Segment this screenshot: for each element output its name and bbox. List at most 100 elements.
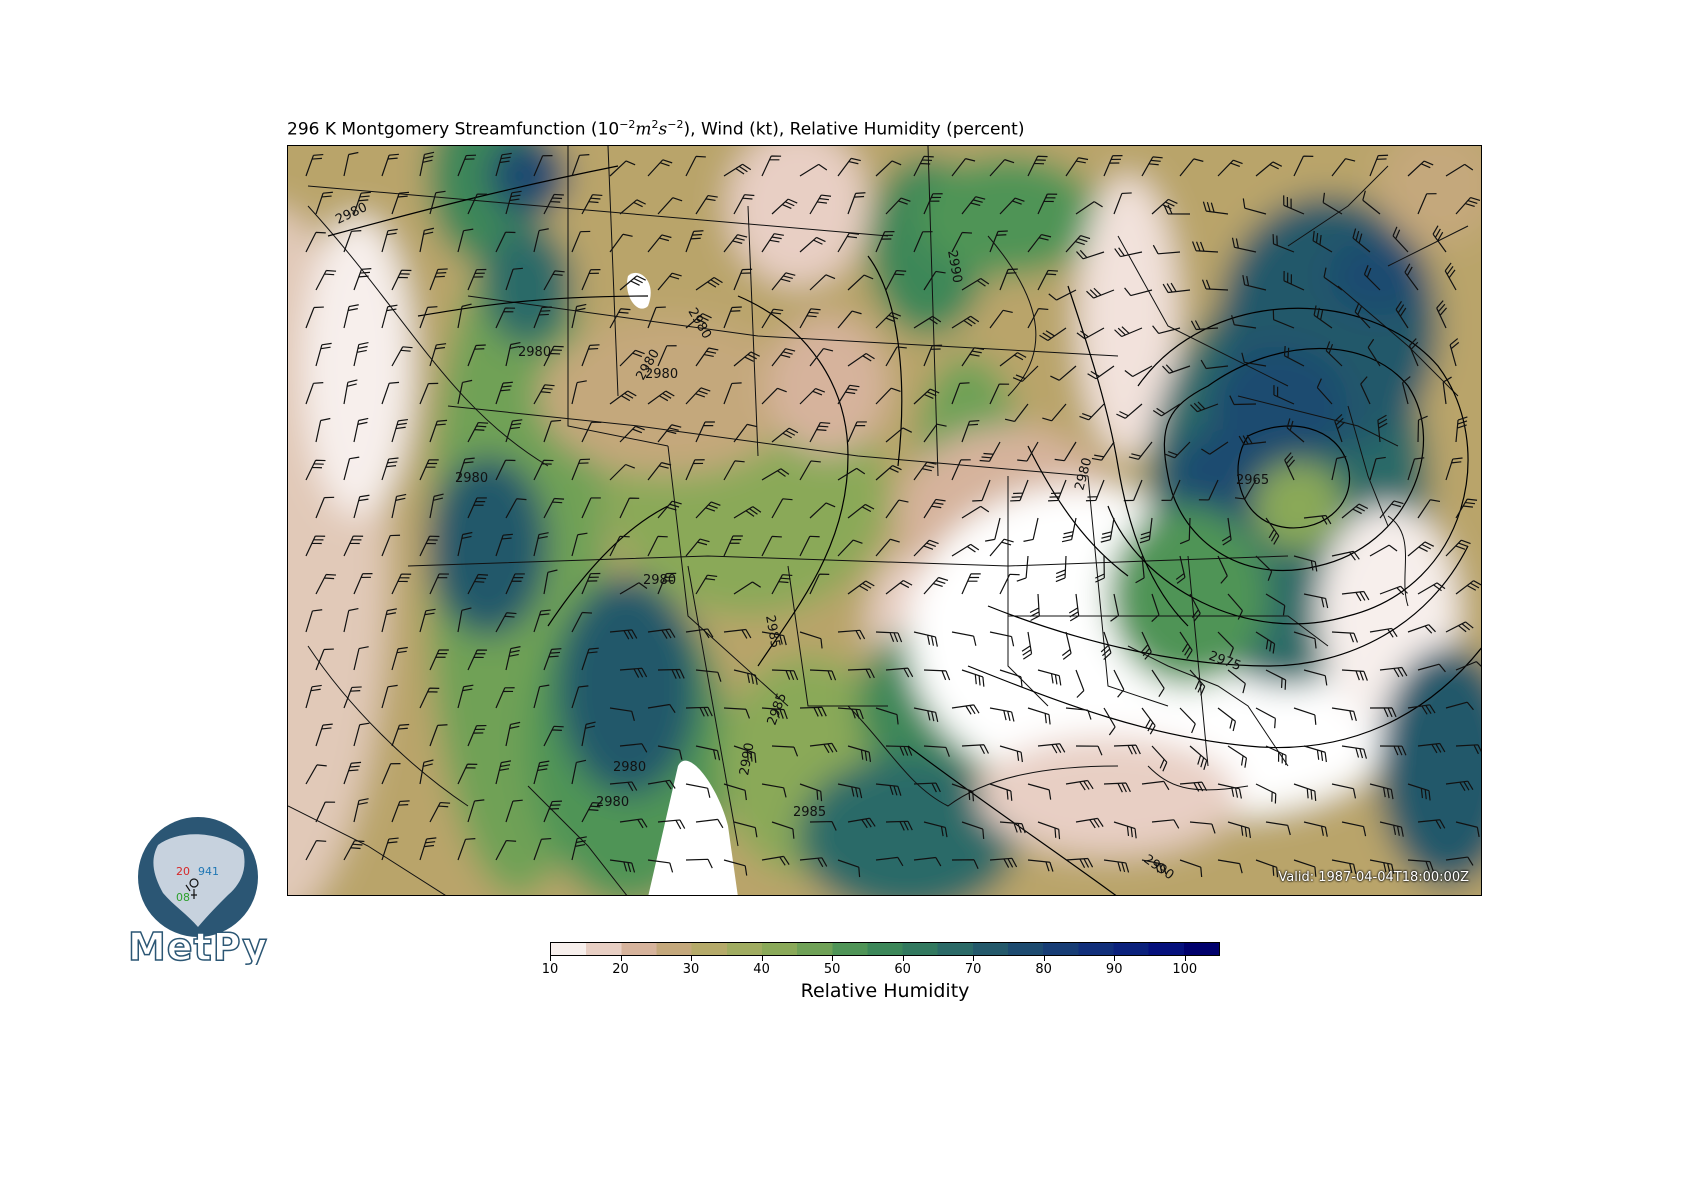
wind-barb [657,819,686,830]
wind-barb [771,272,796,291]
wind-barb [419,459,439,481]
wind-barb [961,196,986,215]
wind-barb [685,459,705,481]
wind-barb [1189,745,1208,770]
wind-barb [457,303,472,329]
wind-barb [695,501,721,519]
wind-barb [381,228,398,253]
wind-barb [419,608,436,633]
wind-barb [343,230,362,253]
wind-barb [761,855,790,866]
wind-barb [1161,479,1181,501]
wind-barb [1455,661,1481,671]
wind-barb [619,425,645,443]
wind-barb [457,228,474,253]
wind-barb [343,840,365,861]
wind-barb [847,192,866,215]
wind-barb [1037,743,1066,754]
wind-barb [799,387,826,405]
wind-barb [1165,441,1191,459]
wind-barb [391,191,410,215]
wind-barb [1331,631,1359,643]
wind-barb [1379,666,1408,678]
wind-barb [1352,228,1371,253]
wind-barb [1065,234,1091,253]
wind-barb [609,629,638,640]
wind-barb [989,383,1010,405]
wind-barb [1432,225,1447,253]
wind-barb [723,628,752,639]
wind-barb [1027,308,1049,329]
wind-barb [1065,707,1092,720]
wind-barb [951,631,977,646]
contour-label: 2990 [737,741,758,776]
colorbar [550,942,1220,956]
wind-barb [1401,376,1411,405]
wind-barb [799,236,826,253]
station-circle-icon [189,878,199,888]
wind-barb [875,631,903,643]
colorbar-tick [761,956,763,961]
wind-barbs [305,151,1481,878]
wind-barb [923,669,951,681]
wind-barb [951,459,971,481]
wind-barb [1140,631,1152,660]
wind-barb [419,227,435,253]
wind-barb [581,572,601,595]
wind-barb [1407,859,1434,872]
wind-barb [1065,857,1094,869]
wind-barb [1231,237,1257,253]
wind-barb [1272,309,1295,329]
wind-barb [1242,275,1267,291]
wind-barb [609,233,633,253]
wind-barb [581,268,601,291]
wind-barb [305,381,324,405]
wind-barb [1303,745,1327,763]
wind-barb [429,649,449,671]
wind-barb [1217,783,1242,799]
wind-barb [543,569,558,595]
wind-barb [913,539,939,557]
wind-barb [733,821,758,838]
wind-barb [1283,195,1305,215]
wind-barb [457,607,472,633]
wind-barb [1141,780,1170,791]
colorbar-tick [620,956,622,961]
wind-barb [1255,161,1283,177]
wind-barb [1417,582,1446,595]
colorbar-tick-label: 70 [964,962,982,977]
wind-barb [1152,325,1181,335]
wind-barb [1229,395,1257,406]
metpy-wordmark: MetPy [128,925,268,965]
wind-barb [923,745,950,757]
wind-barb [951,783,975,802]
wind-barb [543,193,564,215]
wind-barb [1455,196,1481,215]
wind-barb [733,423,757,443]
wind-barb [1010,479,1029,502]
wind-barb [733,351,760,367]
wind-barb [419,759,434,785]
wind-barb [1331,707,1357,722]
wind-barb [1021,631,1033,660]
wind-barb [1331,783,1357,799]
wind-barb [1255,859,1279,878]
wind-barb [429,573,449,595]
wind-barb [685,628,714,639]
wind-barb [505,646,521,671]
wind-barb [951,158,976,177]
wind-barb [1445,163,1474,177]
wind-barb [457,684,474,709]
wind-barb [1417,193,1437,215]
wind-barb [733,581,762,595]
wind-barb [571,685,589,709]
wind-barb [533,228,549,253]
wind-barb [353,494,370,519]
wind-barb [533,155,553,177]
wind-barb [1341,669,1368,681]
wind-barb [457,838,476,861]
wind-barb [1065,157,1089,177]
wind-barb [1265,517,1280,545]
contour-label: 2985 [762,614,783,649]
wind-barb [1455,416,1468,443]
